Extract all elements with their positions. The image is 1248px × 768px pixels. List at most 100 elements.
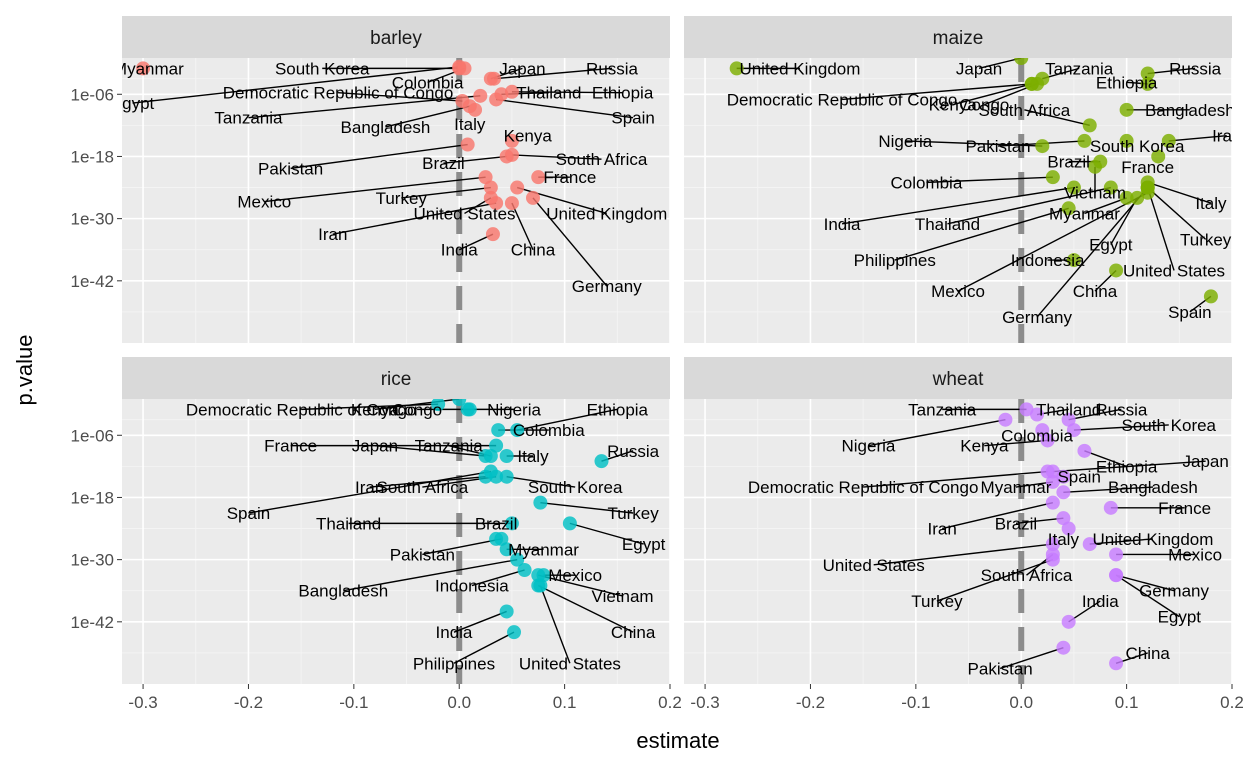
point-label: India [824, 215, 861, 234]
leader-line [506, 476, 576, 488]
leader-line [264, 176, 486, 203]
point-label: Pakistan [390, 545, 455, 564]
x-tick-label: -0.2 [796, 693, 825, 712]
leader-line [999, 647, 1064, 670]
plot-background-wheat [684, 399, 1232, 684]
leader-line [1052, 460, 1206, 473]
point-wheat [1109, 568, 1124, 583]
leader-line [1147, 181, 1212, 204]
point-maize [1035, 139, 1050, 154]
point-maize [1066, 180, 1081, 195]
x-tick-label: 0.2 [658, 693, 682, 712]
leader-line [957, 192, 1149, 292]
point-maize [1077, 133, 1092, 148]
point-wheat [1045, 474, 1060, 489]
y-tick-label: 1e-42 [71, 272, 114, 291]
point-label: Democratic Republic of Congo [748, 478, 979, 497]
leader-line [453, 631, 515, 664]
point-label: Philippines [854, 251, 936, 270]
point-barley [531, 170, 546, 185]
point-barley [489, 196, 504, 211]
point-barley [489, 92, 504, 107]
point-label: Spain [611, 109, 654, 128]
point-label: Colombia [1001, 426, 1073, 445]
point-label: Germany [1002, 308, 1072, 327]
point-label: Iran [318, 225, 347, 244]
x-tick-label: 0.0 [1009, 693, 1033, 712]
leader-line [984, 439, 1048, 447]
leader-line [1015, 517, 1064, 525]
point-label: Myanmar [1049, 204, 1120, 223]
panel-wheat: wheat -0.3 -0.2 -0.1 0.0 0.1 0.2 Tanzania Thaila… [684, 357, 1244, 712]
point-label: Japan [499, 59, 545, 78]
point-label: Turkey [376, 189, 428, 208]
leader-line [374, 399, 460, 411]
leader-line [532, 197, 608, 287]
point-rice [533, 495, 548, 510]
point-label: South Korea [1122, 416, 1217, 435]
leader-line [422, 538, 502, 556]
point-rice [483, 464, 498, 479]
point-rice [431, 399, 446, 412]
point-wheat [1056, 469, 1071, 484]
leader-line [132, 66, 460, 104]
point-wheat [1103, 500, 1118, 515]
leader-line [873, 543, 1053, 566]
point-wheat [1082, 537, 1097, 552]
point-label: Mexico [548, 566, 602, 585]
point-maize [1140, 66, 1155, 81]
point-rice [510, 552, 525, 567]
point-maize [1109, 263, 1124, 278]
strip-label-wheat: wheat [932, 369, 984, 390]
panels-layer: barley 1e-06 1e-18 1e-30 1e-42 Myanmar South K… [71, 16, 1244, 712]
point-label: Pakistan [258, 159, 323, 178]
point-maize [1045, 170, 1060, 185]
point-maize [1140, 180, 1155, 195]
point-label: Nigeria [487, 400, 541, 419]
point-label: Mexico [1168, 545, 1222, 564]
point-rice [452, 399, 467, 406]
leader-line [1147, 187, 1207, 240]
point-label: China [611, 623, 656, 642]
point-label: Pakistan [965, 137, 1030, 156]
leader-line [496, 98, 634, 119]
point-label: Ethiopia [592, 84, 654, 103]
point-label: South Africa [979, 101, 1071, 120]
x-tick-label: -0.3 [128, 693, 157, 712]
leader-line [538, 574, 623, 597]
point-label: Colombia [392, 73, 464, 92]
leader-line [511, 91, 623, 94]
x-tick-label: -0.2 [234, 693, 263, 712]
x-tick-label: 0.1 [553, 693, 577, 712]
point-label: Turkey [1180, 230, 1232, 249]
point-label: Bangladesh [1108, 478, 1198, 497]
point-label: Colombia [890, 173, 962, 192]
leader-line [471, 569, 525, 587]
point-rice [491, 423, 506, 438]
point-maize [1161, 133, 1176, 148]
leader-line [1115, 574, 1180, 618]
point-label: Germany [572, 277, 642, 296]
y-tick-label: 1e-30 [71, 551, 114, 570]
point-barley [136, 61, 151, 76]
leader-line [936, 558, 1054, 602]
point-maize [1088, 159, 1102, 174]
point-label: Bangladesh [298, 582, 388, 601]
point-label: Tanzania [908, 400, 977, 419]
point-label: Germany [1139, 582, 1209, 601]
leader-line [453, 610, 507, 633]
leader-line [539, 585, 571, 664]
leader-line [978, 58, 1022, 70]
point-label: Egypt [622, 535, 666, 554]
leader-line [537, 584, 634, 633]
leader-line [1024, 109, 1090, 127]
point-label: Tanzania [415, 437, 484, 456]
point-maize [1024, 76, 1039, 91]
x-tick-label: 0.0 [447, 693, 471, 712]
leader-line [1084, 450, 1127, 468]
point-maize [1130, 190, 1145, 205]
point-label: Congo [959, 96, 1009, 115]
point-rice [494, 531, 509, 546]
